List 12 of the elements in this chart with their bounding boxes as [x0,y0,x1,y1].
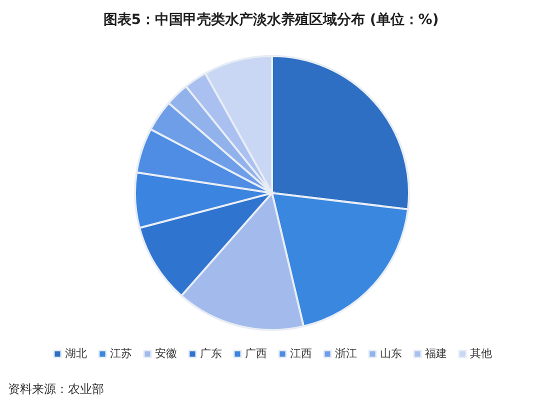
legend-label: 山东 [380,346,402,360]
legend-label: 安徽 [155,346,177,360]
chart-title: 图表5：中国甲壳类水产淡水养殖区域分布 (单位：%) [103,11,439,28]
legend-label: 广东 [200,346,222,360]
legend-label: 福建 [425,346,447,360]
legend-label: 广西 [245,346,267,360]
legend-label: 其他 [470,346,492,360]
text: 资料来源：农业部 [8,382,104,396]
legend-label: 浙江 [335,346,357,360]
legend-label: 江苏 [110,346,132,360]
legend-label: 湖北 [65,346,87,360]
legend-label: 江西 [290,346,312,360]
